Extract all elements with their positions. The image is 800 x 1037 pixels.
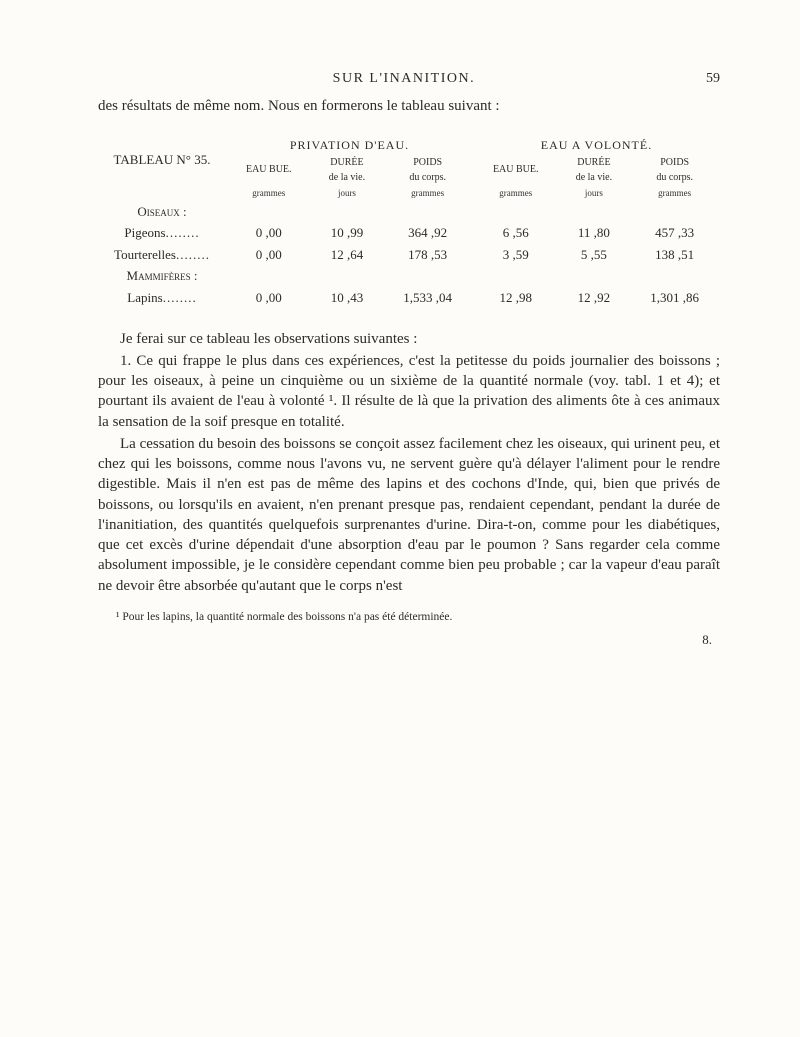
cell: 457 ,33 [629, 222, 720, 244]
paragraph: Je ferai sur ce tableau les observations… [98, 329, 720, 349]
col-eau-bue-right: EAU BUE. [473, 155, 559, 185]
paragraph: La cessation du besoin des boissons se c… [98, 434, 720, 596]
row-label-text: Tourterelles [114, 247, 176, 262]
page: SUR L'INANITION. 59 des résultats de mêm… [0, 0, 800, 689]
row-label: Lapins [98, 287, 226, 309]
col-poids-right: POIDS [629, 155, 720, 170]
cell-empty [312, 265, 383, 287]
cell-empty [629, 201, 720, 223]
table-row: Pigeons 0 ,00 10 ,99 364 ,92 6 ,56 11 ,8… [98, 222, 720, 244]
col-poids-left: POIDS [382, 155, 473, 170]
signature-mark: 8. [98, 631, 720, 649]
table-row: Tourterelles 0 ,00 12 ,64 178 ,53 3 ,59 … [98, 244, 720, 266]
cell: 12 ,98 [473, 287, 559, 309]
cell: 5 ,55 [558, 244, 629, 266]
units-spacer [98, 185, 226, 201]
cell: 1,301 ,86 [629, 287, 720, 309]
header-spacer [98, 70, 102, 90]
group-oiseaux: Oiseaux : [98, 201, 226, 223]
cell: 138 ,51 [629, 244, 720, 266]
col-duree-right: DURÉE [558, 155, 629, 170]
data-table: TABLEAU N° 35. PRIVATION D'EAU. EAU A VO… [98, 135, 720, 309]
row-label: Tourterelles [98, 244, 226, 266]
col-duree-left: DURÉE [312, 155, 383, 170]
dots [176, 247, 210, 262]
intro-text: des résultats de même nom. Nous en forme… [98, 96, 720, 116]
cell: 0 ,00 [226, 287, 312, 309]
footnote: ¹ Pour les lapins, la quantité normale d… [98, 610, 720, 626]
cell: 178 ,53 [382, 244, 473, 266]
cell: 1,533 ,04 [382, 287, 473, 309]
group-mammiferes: Mammifères : [98, 265, 226, 287]
body-text: Je ferai sur ce tableau les observations… [98, 329, 720, 596]
unit-c6: grammes [629, 185, 720, 201]
section-left: PRIVATION D'EAU. [226, 135, 473, 155]
table-label: TABLEAU N° 35. [98, 135, 226, 185]
cell-empty [473, 265, 559, 287]
cell-empty [382, 201, 473, 223]
cell-empty [473, 201, 559, 223]
cell: 364 ,92 [382, 222, 473, 244]
cell: 10 ,99 [312, 222, 383, 244]
paragraph: 1. Ce qui frappe le plus dans ces expéri… [98, 351, 720, 432]
cell: 3 ,59 [473, 244, 559, 266]
cell: 11 ,80 [558, 222, 629, 244]
cell: 6 ,56 [473, 222, 559, 244]
cell-empty [629, 265, 720, 287]
row-label-text: Lapins [127, 290, 162, 305]
col-eau-bue-left: EAU BUE. [226, 155, 312, 185]
cell: 10 ,43 [312, 287, 383, 309]
cell-empty [226, 201, 312, 223]
row-label-text: Pigeons [124, 225, 165, 240]
cell-empty [226, 265, 312, 287]
running-head: SUR L'INANITION. [333, 70, 475, 90]
cell: 12 ,92 [558, 287, 629, 309]
unit-c2: jours [312, 185, 383, 201]
unit-c1: grammes [226, 185, 312, 201]
cell-empty [558, 201, 629, 223]
col-duree-sub-left: de la vie. [312, 170, 383, 185]
page-header: SUR L'INANITION. 59 [98, 70, 720, 90]
row-label: Pigeons [98, 222, 226, 244]
section-right: EAU A VOLONTÉ. [473, 135, 720, 155]
page-number: 59 [706, 70, 720, 90]
col-duree-sub-right: de la vie. [558, 170, 629, 185]
unit-c3: grammes [382, 185, 473, 201]
col-poids-sub-left: du corps. [382, 170, 473, 185]
cell-empty [312, 201, 383, 223]
cell: 0 ,00 [226, 244, 312, 266]
cell-empty [558, 265, 629, 287]
unit-c5: jours [558, 185, 629, 201]
cell: 12 ,64 [312, 244, 383, 266]
table-row: Lapins 0 ,00 10 ,43 1,533 ,04 12 ,98 12 … [98, 287, 720, 309]
dots [166, 225, 200, 240]
dots [163, 290, 197, 305]
cell: 0 ,00 [226, 222, 312, 244]
col-poids-sub-right: du corps. [629, 170, 720, 185]
unit-c4: grammes [473, 185, 559, 201]
cell-empty [382, 265, 473, 287]
